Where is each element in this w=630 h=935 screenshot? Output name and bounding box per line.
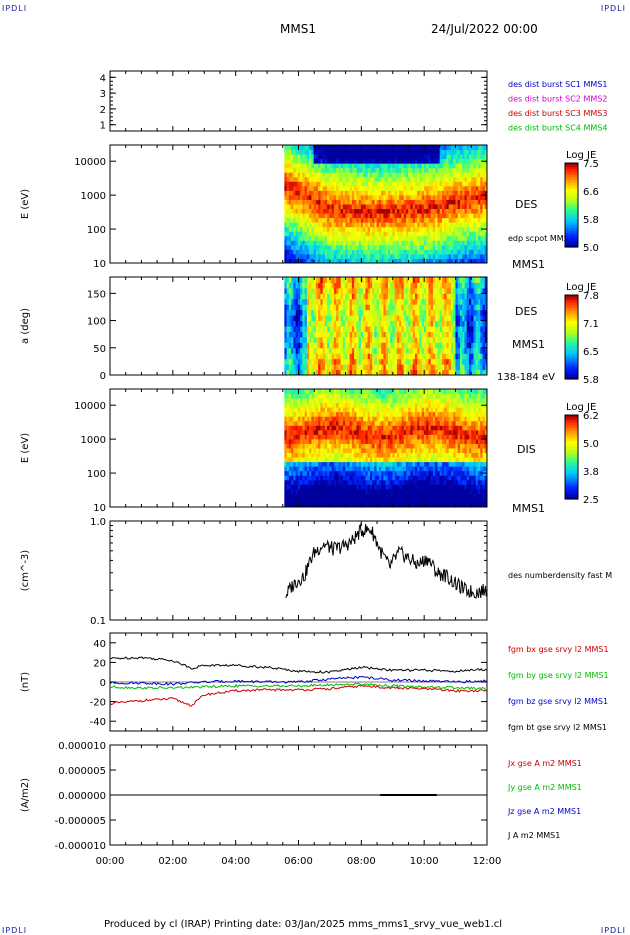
panel-frame-0 bbox=[110, 71, 487, 131]
y-tick-label: 3 bbox=[100, 89, 106, 100]
colorbar-tick-label: 7.8 bbox=[583, 291, 599, 302]
panel-label: DES bbox=[515, 305, 537, 318]
y-tick-label: 10 bbox=[93, 259, 106, 270]
legend-entry: des dist burst SC2 MMS2 bbox=[508, 95, 607, 104]
colorbar-tick-label: 6.6 bbox=[583, 187, 599, 198]
colorbar-tick-label: 7.1 bbox=[583, 319, 599, 330]
y-tick-label: 50 bbox=[93, 344, 106, 355]
colorbar-tick-label: 5.8 bbox=[583, 215, 599, 226]
panel-label: DES bbox=[515, 198, 537, 211]
y-axis-label: E (eV) bbox=[20, 189, 31, 219]
y-tick-label: 1 bbox=[100, 121, 106, 132]
legend-entry: des dist burst SC1 MMS1 bbox=[508, 80, 607, 89]
y-tick-label: 2 bbox=[100, 105, 106, 116]
y-tick-label: 0 bbox=[100, 371, 106, 382]
y-tick-label: 10000 bbox=[74, 157, 106, 168]
y-tick-label: 100 bbox=[87, 317, 106, 328]
y-tick-label: 1000 bbox=[81, 191, 106, 202]
colorbar-tick-label: 7.5 bbox=[583, 159, 599, 170]
panel-sublabel: MMS1 bbox=[512, 258, 545, 271]
energy-band-label: 138-184 eV bbox=[497, 372, 555, 383]
y-tick-label: 150 bbox=[87, 289, 106, 300]
y-axis-label: a (deg) bbox=[20, 308, 31, 344]
colorbar-tick-label: 6.5 bbox=[583, 347, 599, 358]
overlay-label: edp scpot MMS1 bbox=[508, 234, 574, 243]
y-tick-label: 4 bbox=[100, 73, 106, 84]
colorbar-tick-label: 5.8 bbox=[583, 375, 599, 386]
colorbar-tick-label: 5.0 bbox=[583, 243, 599, 254]
legend-entry: des dist burst SC3 MMS3 bbox=[508, 109, 607, 118]
panel-sublabel: MMS1 bbox=[512, 338, 545, 351]
legend-entry: des dist burst SC4 MMS4 bbox=[508, 124, 607, 133]
y-tick-label: 100 bbox=[87, 225, 106, 236]
